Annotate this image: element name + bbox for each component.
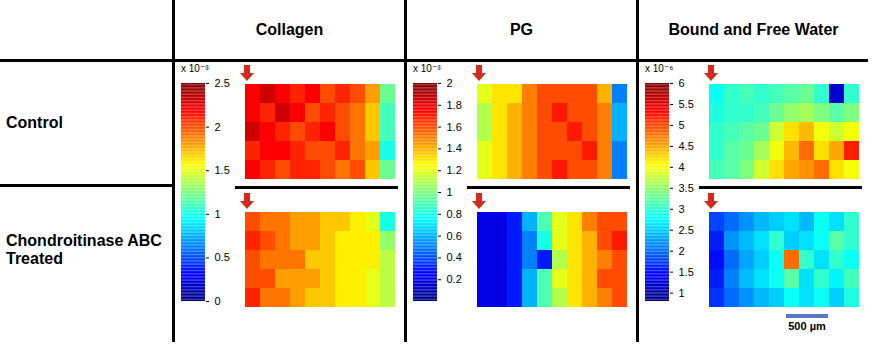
html-text:Control: Control [6, 114, 63, 131]
svg-text:0.5: 0.5 [215, 251, 230, 263]
svg-text:1.4: 1.4 [447, 142, 462, 154]
svg-text:2.5: 2.5 [215, 77, 230, 89]
svg-text:1.5: 1.5 [215, 164, 230, 176]
html-text:Chondroitinase ABC Treated: Chondroitinase ABC Treated [6, 231, 162, 267]
svg-text:0: 0 [215, 295, 221, 307]
svg-text:5: 5 [679, 119, 685, 131]
svg-text:1: 1 [447, 186, 453, 198]
svg-text:2: 2 [447, 77, 453, 89]
svg-text:1.8: 1.8 [447, 99, 462, 111]
svg-text:2: 2 [215, 121, 221, 133]
svg-text:4: 4 [679, 161, 685, 173]
html-text:x 10⁻³: x 10⁻³ [181, 63, 209, 74]
svg-text:0.4: 0.4 [447, 251, 462, 263]
html-text:PG: PG [509, 20, 534, 38]
svg-text:1.6: 1.6 [447, 121, 462, 133]
svg-text:3.5: 3.5 [679, 182, 694, 194]
svg-text:6: 6 [679, 77, 685, 89]
svg-text:5.5: 5.5 [679, 98, 694, 110]
svg-text:0.8: 0.8 [447, 208, 462, 220]
svg-text:0.2: 0.2 [447, 273, 462, 285]
html-text:Collagen: Collagen [255, 20, 324, 38]
svg-text:4.5: 4.5 [679, 140, 694, 152]
html-text:x 10⁻⁶: x 10⁻⁶ [645, 63, 674, 74]
svg-text:3: 3 [679, 203, 685, 215]
svg-text:2.5: 2.5 [679, 224, 694, 236]
html-text:x 10⁻³: x 10⁻³ [413, 63, 441, 74]
svg-text:0.6: 0.6 [447, 230, 462, 242]
html-text:500 µm: 500 µm [788, 320, 826, 332]
html-text:Bound and Free Water: Bound and Free Water [668, 20, 839, 38]
svg-text:1: 1 [215, 208, 221, 220]
svg-text:1: 1 [679, 287, 685, 299]
svg-text:2: 2 [679, 245, 685, 257]
svg-text:1.5: 1.5 [679, 266, 694, 278]
svg-text:1.2: 1.2 [447, 164, 462, 176]
